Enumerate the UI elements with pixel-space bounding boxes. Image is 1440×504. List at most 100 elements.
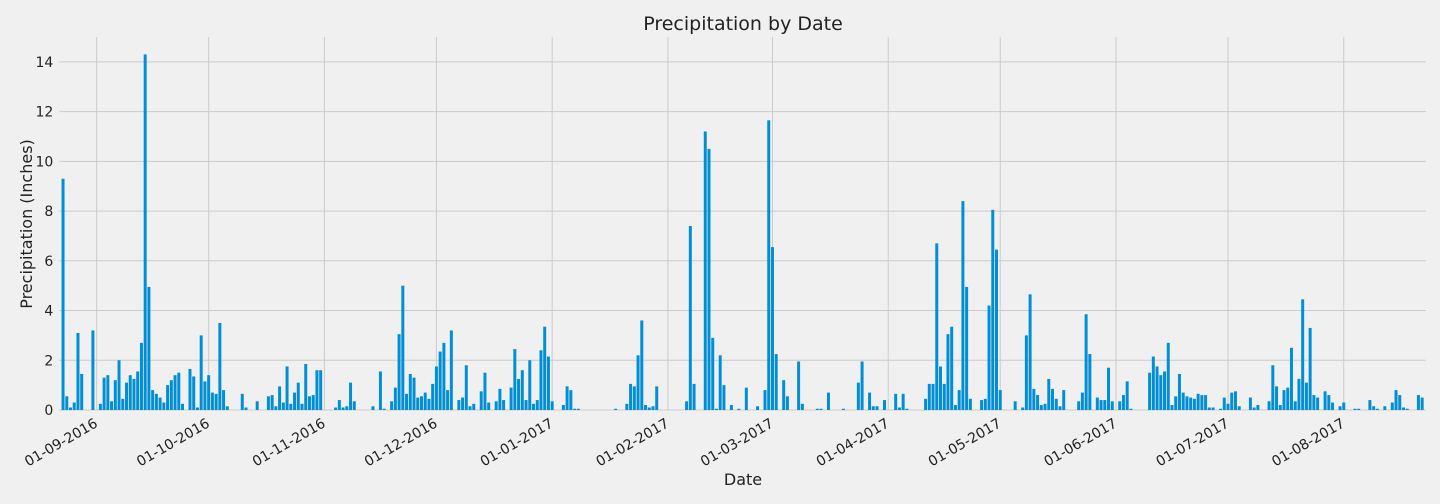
bar — [255, 401, 259, 410]
bar — [1390, 402, 1394, 410]
bar — [416, 397, 420, 410]
bar — [382, 408, 386, 410]
bar — [1353, 408, 1357, 410]
bar — [162, 402, 166, 410]
bar — [427, 398, 431, 410]
bar — [1032, 388, 1036, 410]
bar — [737, 408, 741, 410]
bar — [1304, 382, 1308, 410]
bar — [449, 330, 453, 410]
bar — [1058, 406, 1062, 410]
bar — [763, 390, 767, 410]
bar — [576, 408, 580, 410]
bar — [1185, 396, 1189, 410]
bar — [1357, 408, 1361, 410]
bar — [1110, 401, 1114, 410]
bar — [1151, 356, 1155, 410]
bar — [995, 249, 998, 410]
bar — [800, 403, 804, 410]
bar — [1200, 395, 1204, 410]
bar — [1219, 408, 1223, 410]
bar — [1252, 407, 1256, 410]
bar — [1297, 378, 1301, 410]
bar — [1024, 335, 1028, 410]
bar — [991, 209, 995, 410]
bar — [214, 393, 218, 410]
bar — [632, 386, 636, 410]
bar — [1121, 395, 1125, 410]
bar — [72, 402, 76, 410]
bar — [240, 393, 244, 410]
bar — [961, 201, 965, 410]
bar — [181, 403, 185, 410]
bar — [195, 407, 199, 410]
bar — [1043, 403, 1047, 410]
bar — [1368, 400, 1372, 410]
bar — [711, 337, 715, 410]
bar — [1207, 407, 1211, 410]
bar — [826, 392, 830, 410]
bar — [1125, 381, 1129, 410]
bar — [640, 320, 644, 410]
bar — [502, 400, 506, 410]
bar — [882, 400, 886, 410]
bar — [192, 376, 196, 410]
bar — [987, 305, 991, 410]
bar — [438, 351, 442, 410]
bar — [625, 403, 629, 410]
bar — [785, 396, 789, 410]
bar — [110, 401, 114, 410]
bar — [767, 120, 771, 410]
bar — [569, 390, 573, 410]
bar — [199, 335, 203, 410]
bar — [685, 401, 689, 410]
bar — [520, 370, 524, 410]
bar — [136, 371, 140, 410]
bar — [401, 285, 405, 410]
bar — [1170, 405, 1174, 410]
bar — [349, 382, 353, 410]
bar — [1271, 365, 1275, 410]
bar — [1166, 342, 1170, 410]
bar — [655, 386, 659, 410]
bar — [315, 370, 319, 410]
bar — [1129, 408, 1133, 410]
bar — [177, 372, 181, 410]
bar — [405, 393, 409, 410]
bar — [707, 148, 711, 410]
bar — [128, 375, 132, 410]
bar — [1394, 390, 1398, 410]
bar — [729, 405, 733, 410]
bar — [207, 375, 211, 410]
bar — [1398, 395, 1402, 410]
bar — [423, 392, 427, 410]
bar — [517, 378, 521, 410]
bar — [722, 385, 726, 410]
bar — [774, 354, 778, 410]
bars — [61, 54, 1424, 410]
bar — [1159, 375, 1163, 410]
bar — [636, 355, 640, 410]
bar — [692, 383, 696, 410]
bar — [1402, 407, 1405, 410]
bar — [166, 385, 170, 410]
bar — [487, 402, 491, 410]
x-axis-label: Date — [724, 470, 762, 489]
bar — [573, 408, 577, 410]
bar — [983, 398, 987, 410]
bar — [1155, 366, 1159, 410]
bar — [244, 407, 248, 410]
bar — [524, 400, 528, 410]
bar — [1226, 403, 1230, 410]
bar — [1028, 294, 1032, 410]
bar — [1192, 398, 1196, 410]
bar — [841, 408, 845, 410]
bar — [965, 286, 969, 410]
bar — [1204, 395, 1208, 410]
bar — [300, 403, 304, 410]
bar — [535, 400, 539, 410]
bar — [1331, 402, 1335, 410]
bar — [98, 403, 102, 410]
bar — [169, 380, 173, 410]
